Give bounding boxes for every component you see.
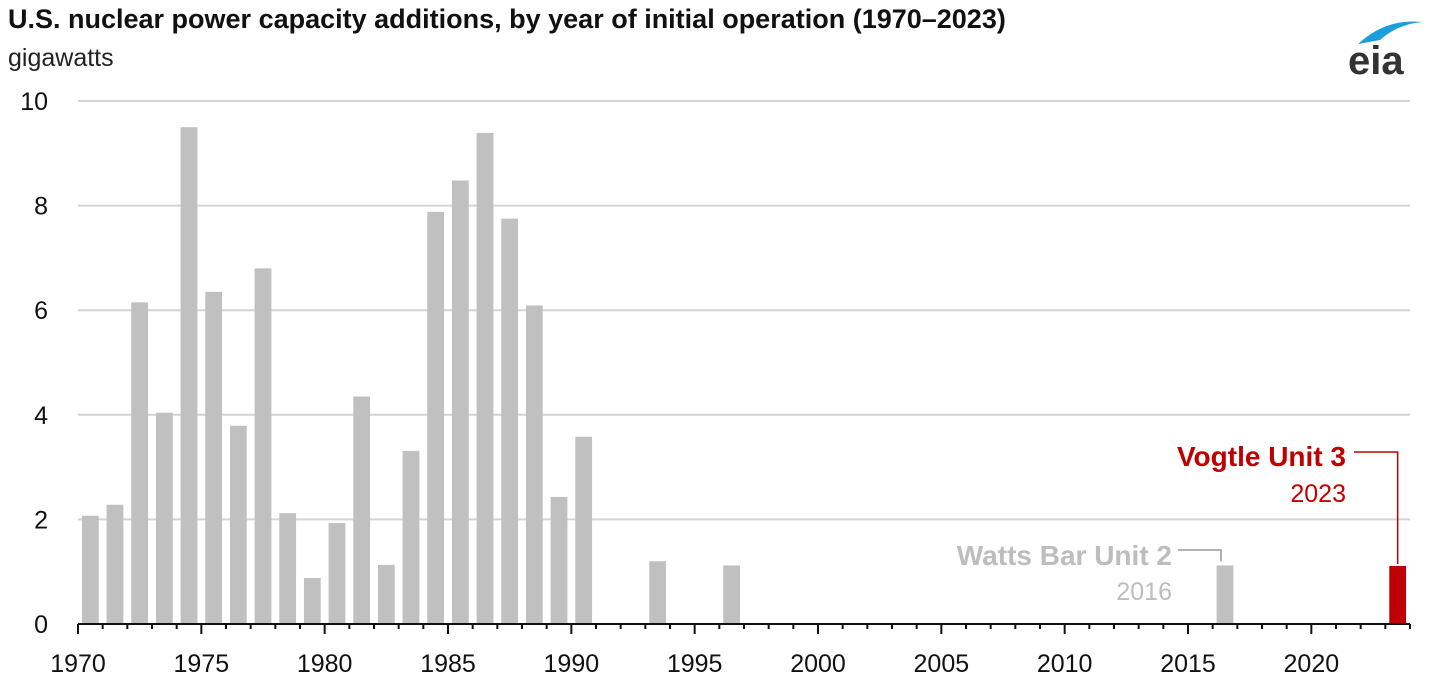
annotation-wattsbar-label: Watts Bar Unit 2 [957,540,1172,571]
eia-logo-text: eia [1348,39,1404,80]
bar-1993 [649,561,667,624]
x-tick-label: 2020 [1284,650,1340,678]
bar-1987 [501,218,519,625]
y-tick-label: 10 [20,88,48,116]
bar-1985 [451,180,469,624]
bar-2016 [1216,565,1234,624]
x-tick-label: 1985 [420,650,476,678]
eia-logo-arc [1358,21,1422,44]
chart-title: U.S. nuclear power capacity additions, b… [8,4,1006,34]
bar-2023 [1389,565,1407,624]
x-tick-label: 1990 [544,650,600,678]
x-tick-label: 1995 [667,650,723,678]
annotation-vogtle-label: Vogtle Unit 3 [1177,441,1346,472]
bar-1975 [205,291,223,624]
annotation-vogtle-leader [1354,451,1399,564]
y-tick-label: 4 [34,402,48,430]
bar-1978 [279,513,297,624]
bar-1996 [723,565,741,624]
bar-1986 [476,132,494,624]
annotation-vogtle-year: 2023 [1290,480,1346,508]
y-tick-label: 2 [34,506,48,534]
bar-1979 [303,577,321,624]
bar-1981 [353,396,371,624]
bar-1990 [575,436,593,624]
x-tick-label: 1975 [174,650,230,678]
annotation-wattsbar-leader [1178,549,1222,562]
x-tick-label: 2005 [914,650,970,678]
x-tick-label: 2000 [790,650,846,678]
bar-1976 [229,425,247,624]
bar-1984 [427,211,445,624]
eia-logo-icon: eia [1348,21,1422,80]
annotation-wattsbar-year: 2016 [1116,578,1172,606]
y-tick-label: 6 [34,297,48,325]
y-tick-label: 8 [34,193,48,221]
bar-1980 [328,523,346,624]
bar-1974 [180,127,198,625]
bar-1982 [377,564,395,624]
bar-1971 [106,504,124,624]
bar-1988 [525,305,543,624]
x-tick-label: 2015 [1160,650,1216,678]
x-tick-label: 1970 [50,650,106,678]
bar-1989 [550,496,568,624]
bar-1970 [81,515,99,624]
y-axis-unit-label: gigawatts [8,44,114,72]
bar-1973 [155,412,173,624]
bar-1983 [402,450,420,624]
y-tick-label: 0 [34,611,48,639]
bar-1972 [131,302,149,624]
x-tick-label: 2010 [1037,650,1093,678]
x-tick-label: 1980 [297,650,353,678]
bar-1977 [254,268,272,624]
